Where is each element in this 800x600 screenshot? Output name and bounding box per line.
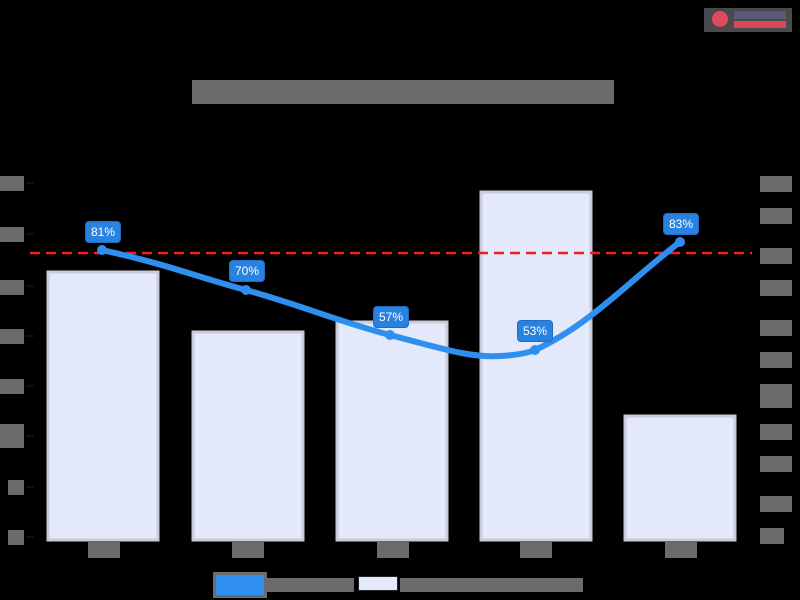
logo-text-redacted: [734, 11, 786, 19]
right-axis: [760, 176, 792, 544]
bar-4: [479, 190, 593, 542]
brand-logo: [704, 8, 792, 32]
data-label-5: 83%: [663, 213, 700, 235]
legend-bar-swatch[interactable]: [358, 576, 398, 591]
line-series: [99, 239, 683, 360]
data-label-3: 57%: [373, 306, 410, 328]
chart-title: [192, 80, 614, 104]
circle-logo-icon: [712, 11, 728, 27]
left-axis: [0, 176, 24, 545]
data-label-2: 70%: [229, 260, 266, 282]
logo-subtext-redacted: [734, 21, 786, 28]
bar-3: [335, 320, 449, 542]
bar-2: [191, 330, 305, 542]
legend-bar-label: [400, 578, 583, 592]
data-label-1: 81%: [85, 221, 122, 243]
bar-5: [623, 414, 737, 542]
line-points: [97, 237, 685, 355]
bar-series: [46, 190, 737, 542]
x-axis-labels: [88, 542, 697, 558]
legend-line-swatch[interactable]: [213, 572, 267, 598]
data-label-4: 53%: [517, 320, 554, 342]
legend-line-label: [264, 578, 354, 592]
bar-1: [46, 270, 160, 542]
gridline-ticks: [26, 182, 34, 538]
